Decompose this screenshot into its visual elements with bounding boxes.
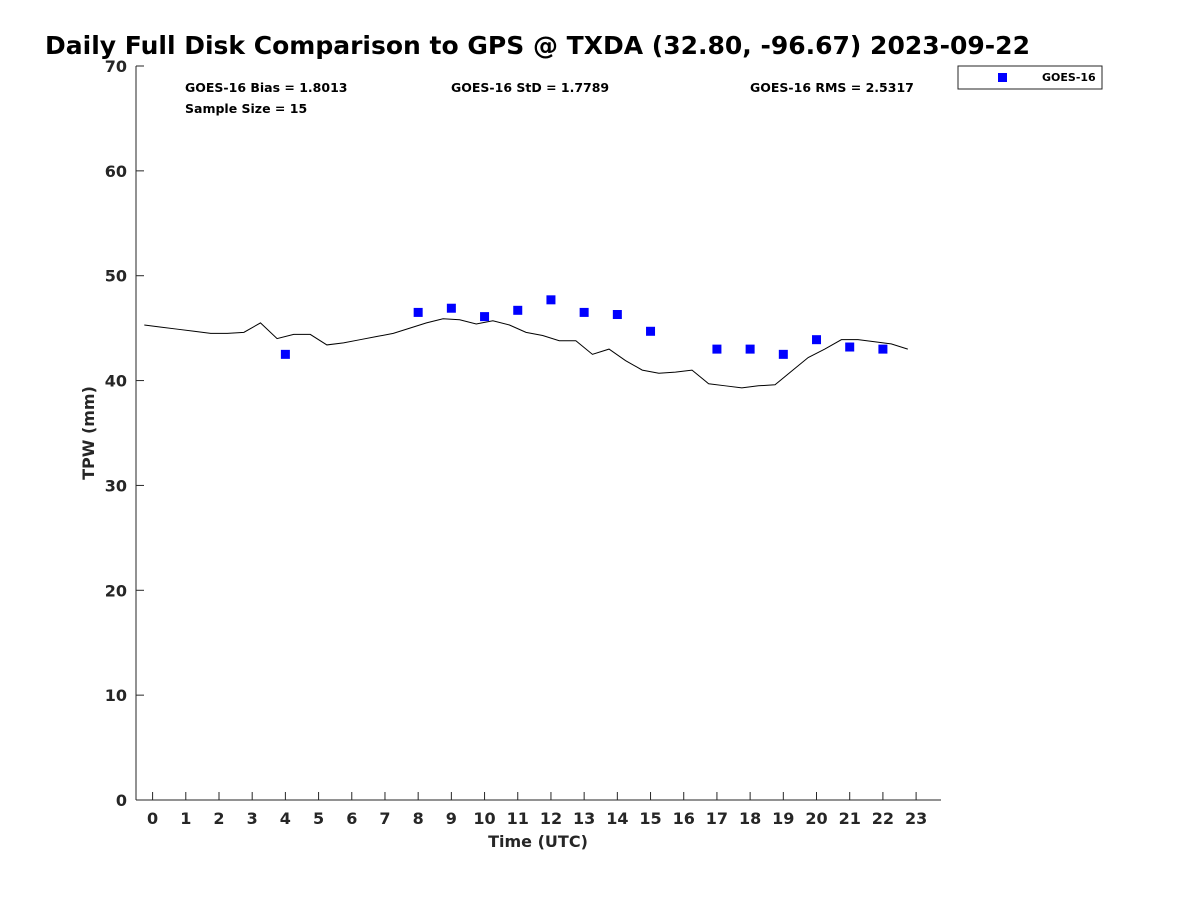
goes16-data-point	[280, 349, 290, 359]
y-axis-label: TPW (mm)	[79, 386, 98, 480]
goes16-data-point	[612, 310, 622, 320]
goes16-data-point	[579, 307, 589, 317]
legend-entry-goes16: GOES-16	[1042, 71, 1096, 84]
goes16-data-point	[513, 305, 523, 315]
x-axis-label: Time (UTC)	[488, 832, 588, 851]
y-tick-label: 40	[105, 372, 127, 391]
goes16-data-point	[745, 344, 755, 354]
x-tick-label: 19	[772, 809, 794, 828]
y-tick-label: 10	[105, 686, 127, 705]
x-tick-label: 12	[540, 809, 562, 828]
legend-box	[957, 65, 1103, 90]
x-tick-label: 8	[413, 809, 424, 828]
x-tick-label: 22	[872, 809, 894, 828]
x-tick-label: 20	[805, 809, 827, 828]
goes16-data-point	[845, 342, 855, 352]
std-annotation: GOES-16 StD = 1.7789	[451, 80, 609, 95]
legend: GOES-16	[957, 65, 1103, 90]
goes16-data-point	[646, 326, 656, 336]
goes16-data-point	[546, 295, 556, 305]
x-tick-label: 16	[673, 809, 695, 828]
x-axis-ticks: 0 1 2 3 4 5 6 7 8 9 10 11 12 13 14 15 16 17 18 19 20 21 22 23	[147, 792, 927, 828]
x-tick-label: 6	[346, 809, 357, 828]
goes16-data-point	[812, 335, 822, 345]
plot-area: 0 1 2 3 4 5 6 7 8 9 10 11 12 13 14 15 16 17 18 19 20 21 22 23 0…	[105, 57, 941, 828]
x-tick-label: 0	[147, 809, 158, 828]
x-tick-label: 15	[639, 809, 661, 828]
x-tick-label: 13	[573, 809, 595, 828]
y-axis-ticks: 0 10 20 30 40 50 60 70	[105, 57, 144, 810]
y-tick-label: 30	[105, 476, 127, 495]
goes16-data-point	[446, 303, 456, 313]
goes16-data-point	[480, 312, 490, 322]
y-tick-label: 60	[105, 162, 127, 181]
goes16-data-point	[712, 344, 722, 354]
x-tick-label: 4	[280, 809, 291, 828]
x-tick-label: 10	[473, 809, 495, 828]
gps-line-series	[144, 318, 908, 389]
x-tick-label: 14	[606, 809, 628, 828]
stats-annotations: GOES-16 Bias = 1.8013 GOES-16 StD = 1.77…	[185, 80, 914, 116]
goes16-data-point	[413, 307, 423, 317]
goes16-data-point	[778, 349, 788, 359]
y-tick-label: 70	[105, 57, 127, 76]
x-tick-label: 18	[739, 809, 761, 828]
x-tick-label: 9	[446, 809, 457, 828]
x-tick-label: 11	[507, 809, 529, 828]
x-tick-label: 2	[213, 809, 224, 828]
gps-tpw-line	[144, 318, 908, 389]
x-tick-label: 3	[247, 809, 258, 828]
x-tick-label: 7	[379, 809, 390, 828]
y-tick-label: 0	[116, 791, 127, 810]
x-tick-label: 21	[839, 809, 861, 828]
goes16-data-point	[878, 344, 888, 354]
x-tick-label: 17	[706, 809, 728, 828]
x-tick-label: 1	[180, 809, 191, 828]
sample-size-annotation: Sample Size = 15	[185, 101, 307, 116]
rms-annotation: GOES-16 RMS = 2.5317	[750, 80, 914, 95]
chart-title: Daily Full Disk Comparison to GPS @ TXDA…	[45, 31, 1030, 60]
goes16-scatter-series	[280, 295, 888, 359]
legend-square-marker-icon	[998, 73, 1007, 82]
y-tick-label: 20	[105, 581, 127, 600]
x-tick-label: 5	[313, 809, 324, 828]
bias-annotation: GOES-16 Bias = 1.8013	[185, 80, 347, 95]
y-tick-label: 50	[105, 267, 127, 286]
x-tick-label: 23	[905, 809, 927, 828]
